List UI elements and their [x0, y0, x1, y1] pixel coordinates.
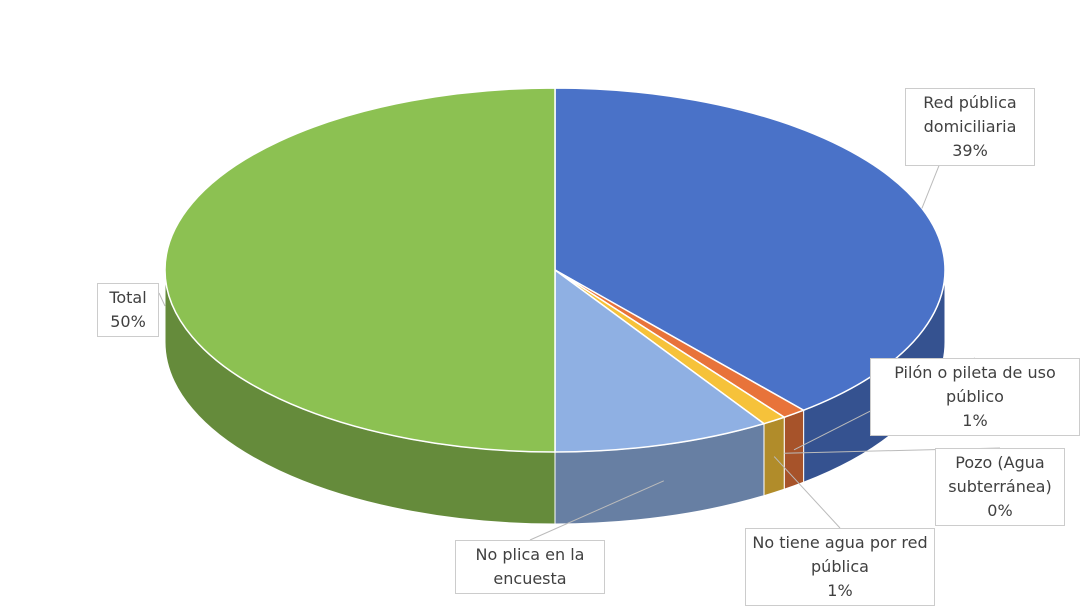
category-label: No tiene agua por red pública	[752, 533, 928, 576]
data-label: Pilón o pileta de uso público 1%	[870, 358, 1080, 436]
leader-line	[529, 480, 665, 541]
slice-side	[763, 416, 785, 497]
data-label: Red pública domiciliaria 39%	[905, 88, 1035, 166]
data-label: No plica en la encuesta	[455, 540, 605, 594]
category-label: Pilón o pileta de uso público	[894, 363, 1056, 406]
category-label: Red pública domiciliaria	[923, 93, 1017, 136]
value-label: 1%	[962, 411, 988, 430]
value-label: 39%	[952, 141, 988, 160]
leader-line	[773, 456, 841, 529]
value-label: 50%	[110, 312, 146, 331]
category-label: No plica en la encuesta	[475, 545, 585, 588]
value-label: 0%	[987, 501, 1013, 520]
slice	[554, 268, 766, 453]
category-label: Pozo (Agua subterránea)	[948, 453, 1052, 496]
leader-line	[158, 292, 166, 307]
category-label: Total	[109, 288, 147, 307]
data-label: No tiene agua por red pública 1%	[745, 528, 935, 606]
slice	[164, 87, 556, 453]
value-label: 1%	[827, 581, 853, 600]
data-label: Pozo (Agua subterránea) 0%	[935, 448, 1065, 526]
data-label: Total 50%	[97, 283, 159, 337]
